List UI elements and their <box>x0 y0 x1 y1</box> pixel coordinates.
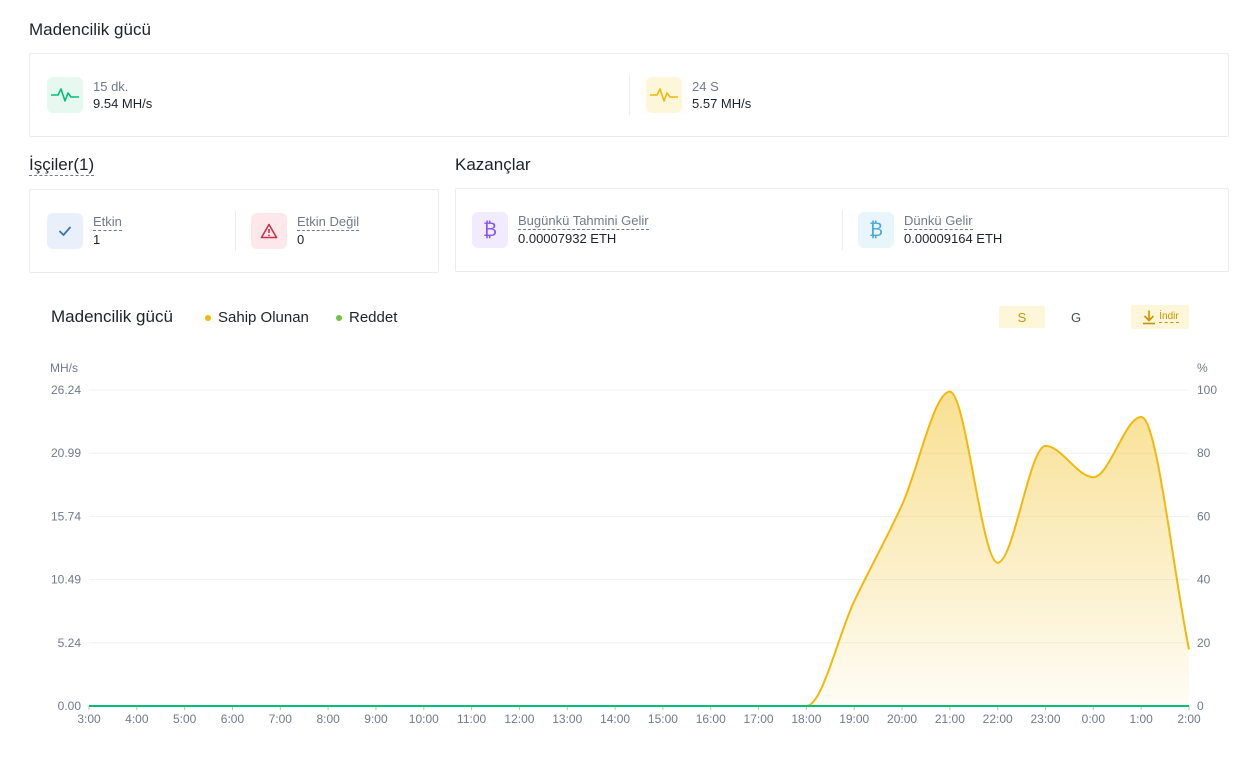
y-left-tick-label: 15.74 <box>51 509 81 523</box>
earnings-section-title: Kazançlar <box>455 155 531 174</box>
x-tick-label: 1:00 <box>1129 712 1153 726</box>
x-tick-label: 2:00 <box>1177 712 1201 726</box>
stat-label: Etkin <box>93 213 122 231</box>
x-tick-label: 3:00 <box>77 712 101 726</box>
y-left-unit-label: MH/s <box>50 361 78 375</box>
stat-label: Bugünkü Tahmini Gelir <box>518 212 649 230</box>
hashrate-15m-stat: 15 dk. 9.54 MH/s <box>47 77 152 113</box>
x-tick-label: 0:00 <box>1082 712 1106 726</box>
x-tick-label: 5:00 <box>173 712 197 726</box>
x-tick-label: 11:00 <box>457 712 486 726</box>
x-tick-label: 4:00 <box>125 712 149 726</box>
earnings-yesterday-stat[interactable]: ₿ Dünkü Gelir 0.00009164 ETH <box>858 212 1002 248</box>
warning-icon <box>251 213 287 249</box>
x-tick-label: 18:00 <box>791 712 821 726</box>
check-icon <box>47 213 83 249</box>
x-tick-label: 7:00 <box>269 712 293 726</box>
svg-text:₿: ₿ <box>869 219 883 241</box>
y-right-tick-label: 0 <box>1197 699 1204 713</box>
legend-label: Sahip Olunan <box>218 309 309 326</box>
hashrate-card: 15 dk. 9.54 MH/s 24 S 5.57 MH/s <box>29 53 1229 137</box>
bitcoin-icon: ₿ <box>472 212 508 248</box>
y-right-tick-label: 40 <box>1197 573 1211 587</box>
stat-label: 24 S <box>692 78 719 94</box>
y-right-unit-label: % <box>1197 361 1208 375</box>
x-tick-label: 17:00 <box>744 712 774 726</box>
legend-item-owned[interactable]: Sahip Olunan <box>205 309 309 326</box>
legend-dot <box>205 314 211 321</box>
divider <box>629 75 630 115</box>
stat-label: Etkin Değil <box>297 213 360 231</box>
x-tick-label: 22:00 <box>983 712 1013 726</box>
toggle-hour[interactable]: S <box>999 306 1045 328</box>
y-right-tick-label: 60 <box>1197 509 1211 523</box>
y-right-tick-label: 20 <box>1197 636 1211 650</box>
earnings-today-stat[interactable]: ₿ Bugünkü Tahmini Gelir 0.00007932 ETH <box>472 212 649 248</box>
y-left-tick-label: 0.00 <box>58 699 82 713</box>
stat-value: 0 <box>297 231 305 247</box>
y-left-tick-label: 26.24 <box>51 383 81 397</box>
chart-title: Madencilik gücü <box>51 307 173 326</box>
series-area-sahip-olunan <box>89 391 1189 706</box>
legend-dot <box>336 314 342 321</box>
y-left-tick-label: 10.49 <box>51 573 81 587</box>
divider <box>842 210 843 250</box>
workers-card: Etkin 1 Etkin Değil 0 <box>29 189 439 273</box>
stat-value: 9.54 MH/s <box>93 95 153 111</box>
y-left-tick-label: 5.24 <box>58 636 82 650</box>
stat-value: 5.57 MH/s <box>692 95 752 111</box>
x-tick-label: 21:00 <box>935 712 965 726</box>
earnings-card: ₿ Bugünkü Tahmini Gelir 0.00007932 ETH ₿… <box>455 188 1229 272</box>
y-left-tick-label: 20.99 <box>51 446 81 460</box>
series-line-sahip-olunan <box>89 390 1190 707</box>
toggle-day[interactable]: G <box>1070 309 1082 325</box>
x-tick-label: 12:00 <box>504 712 534 726</box>
stat-value: 0.00007932 ETH <box>518 230 617 246</box>
bitcoin-icon: ₿ <box>858 212 894 248</box>
x-tick-label: 13:00 <box>552 712 582 726</box>
workers-section-title[interactable]: İşçiler(1) <box>29 155 95 176</box>
hashrate-24h-stat: 24 S 5.57 MH/s <box>646 77 751 113</box>
stat-label: Dünkü Gelir <box>904 212 973 230</box>
legend-item-reject[interactable]: Reddet <box>336 309 397 326</box>
workers-active-stat[interactable]: Etkin 1 <box>47 213 122 249</box>
x-tick-label: 9:00 <box>364 712 388 726</box>
svg-text:₿: ₿ <box>483 219 497 241</box>
x-tick-label: 8:00 <box>316 712 340 726</box>
download-icon <box>1143 310 1156 325</box>
x-tick-label: 19:00 <box>839 712 869 726</box>
x-tick-label: 16:00 <box>696 712 726 726</box>
x-tick-label: 15:00 <box>648 712 678 726</box>
x-tick-label: 14:00 <box>600 712 630 726</box>
x-tick-label: 6:00 <box>221 712 245 726</box>
x-tick-label: 10:00 <box>409 712 439 726</box>
y-right-tick-label: 100 <box>1197 383 1217 397</box>
x-tick-label: 20:00 <box>887 712 917 726</box>
download-label: İndir <box>1159 311 1179 323</box>
stat-label: 15 dk. <box>93 78 129 94</box>
y-right-tick-label: 80 <box>1197 446 1211 460</box>
download-button[interactable]: İndir <box>1131 305 1189 329</box>
legend-label: Reddet <box>349 309 398 326</box>
pulse-icon <box>646 77 682 113</box>
stat-value: 0.00009164 ETH <box>904 230 1003 246</box>
workers-title-text[interactable]: İşçiler(1) <box>29 155 95 176</box>
pulse-icon <box>47 77 83 113</box>
stat-value: 1 <box>93 231 101 247</box>
x-tick-label: 23:00 <box>1031 712 1061 726</box>
divider <box>235 211 236 251</box>
workers-inactive-stat[interactable]: Etkin Değil 0 <box>251 213 360 249</box>
hashrate-section-title: Madencilik gücü <box>29 20 151 39</box>
